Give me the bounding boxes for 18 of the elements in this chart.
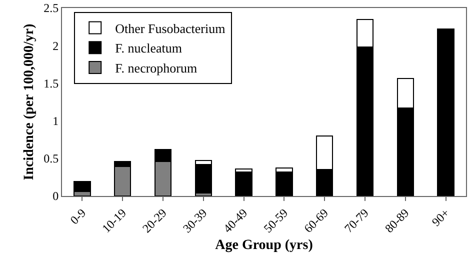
bar [276, 171, 293, 196]
legend-label: Other Fusobacterium [115, 20, 226, 36]
bar [194, 164, 212, 194]
y-axis-title: Incidence (per 100,000/yr) [22, 23, 38, 180]
y-tick-label: 1.5 [44, 76, 59, 90]
x-tick-label: 90+ [428, 206, 452, 230]
x-tick-label: 0-9 [67, 206, 89, 228]
bar [74, 181, 91, 192]
y-tick-label: 2 [52, 38, 59, 53]
x-axis-title: Age Group (yrs) [215, 238, 314, 253]
y-tick-label: 2.5 [44, 1, 59, 16]
y-tick-label: 0 [52, 189, 59, 204]
bar [437, 28, 454, 196]
legend-label: F. necrophorum [115, 60, 198, 76]
y-tick-label: 0.5 [44, 152, 59, 166]
bar [235, 171, 252, 196]
legend-label: F. nucleatum [115, 40, 182, 56]
y-tick-label: 1 [52, 114, 59, 128]
